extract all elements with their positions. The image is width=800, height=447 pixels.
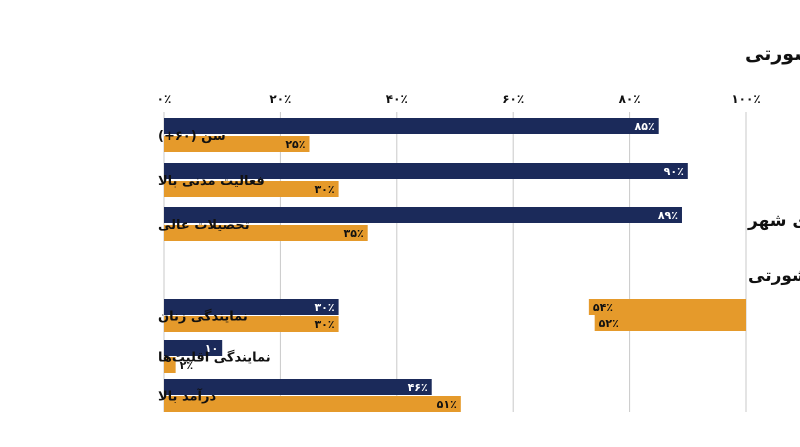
survey-value-label: ۳۵٪ (344, 227, 364, 240)
survey-value-label: ۳۰٪ (314, 183, 334, 196)
council-value-label: ۸۹٪ (658, 209, 678, 222)
survey-value-label: ۲٪ (180, 359, 193, 372)
survey-value-label: ۵۱٪ (437, 398, 457, 411)
category-labels: سن (۶۰+) فعالیت مدنی بالا تحصیلات عالی نمای… (158, 129, 271, 405)
bars: ۸۵٪ ۲۵٪ ۹۰٪ ۳۰٪ ۸۹٪ ۳۵٪ ۳۰٪ ۳۰٪ ۱۰ ۲٪ ۴۶٪ ۵۱٪ (164, 118, 688, 412)
legend-survey-bar (588, 299, 746, 315)
survey-bar (164, 316, 339, 332)
category-label: سن (۶۰+) (158, 129, 226, 144)
council-bar (164, 207, 682, 223)
council-bar (164, 379, 432, 395)
x-tick-label: ۲۰٪ (269, 92, 291, 106)
council-value-label: ۹۰٪ (664, 165, 684, 178)
x-tick-label: ۶۰٪ (502, 92, 524, 106)
grid-lines (163, 112, 747, 412)
legend-survey-bar (594, 315, 746, 331)
survey-bar (164, 181, 339, 197)
survey-bar (164, 225, 368, 241)
category-label: تحصیلات عالی (158, 218, 250, 233)
survey-bar (164, 136, 310, 152)
legend: جلسات سنتی شورای شهر نظرسنجی مشورتی ۵۴٪ ۵۲٪ (588, 211, 800, 331)
council-value-label: ۴۶٪ (408, 381, 428, 394)
survey-bar (164, 396, 461, 412)
category-label: درآمد بالا (158, 388, 216, 405)
x-axis-tick-labels: ۰٪ ۲۰٪ ۴۰٪ ۶۰٪ ۸۰٪ ۱۰۰٪ (157, 92, 761, 106)
survey-value-label: ۳۰٪ (314, 318, 334, 331)
x-tick-label: ۸۰٪ (619, 92, 641, 106)
legend-survey-value: ۵۴٪ (593, 301, 613, 314)
legend-survey-label: نظرسنجی مشورتی (748, 266, 800, 286)
category-label: نمایندگی زنان (158, 309, 248, 325)
legend-survey-value: ۵۲٪ (599, 317, 619, 330)
council-bar (164, 163, 688, 179)
x-tick-label: ۰٪ (157, 92, 172, 106)
legend-council-label: جلسات سنتی شورای شهر (747, 211, 800, 231)
category-label: فعالیت مدنی بالا (158, 174, 265, 189)
category-label: نمایندگی اقلیت‌ها (158, 350, 271, 366)
survey-bar (164, 357, 176, 373)
x-tick-label: ۴۰٪ (386, 92, 408, 106)
council-bar (164, 299, 339, 315)
council-value-label: ۸۵٪ (635, 120, 655, 133)
chart-title: مقایسه جمعیت‌شناختی: جلسات سنتی شورای شه… (745, 43, 800, 65)
x-tick-label: ۱۰۰٪ (731, 92, 760, 106)
council-bar (164, 340, 223, 356)
council-value-label: ۳۰٪ (314, 301, 334, 314)
council-value-label: ۱۰ (205, 342, 218, 355)
survey-value-label: ۲۵٪ (285, 138, 305, 151)
council-bar (164, 118, 659, 134)
